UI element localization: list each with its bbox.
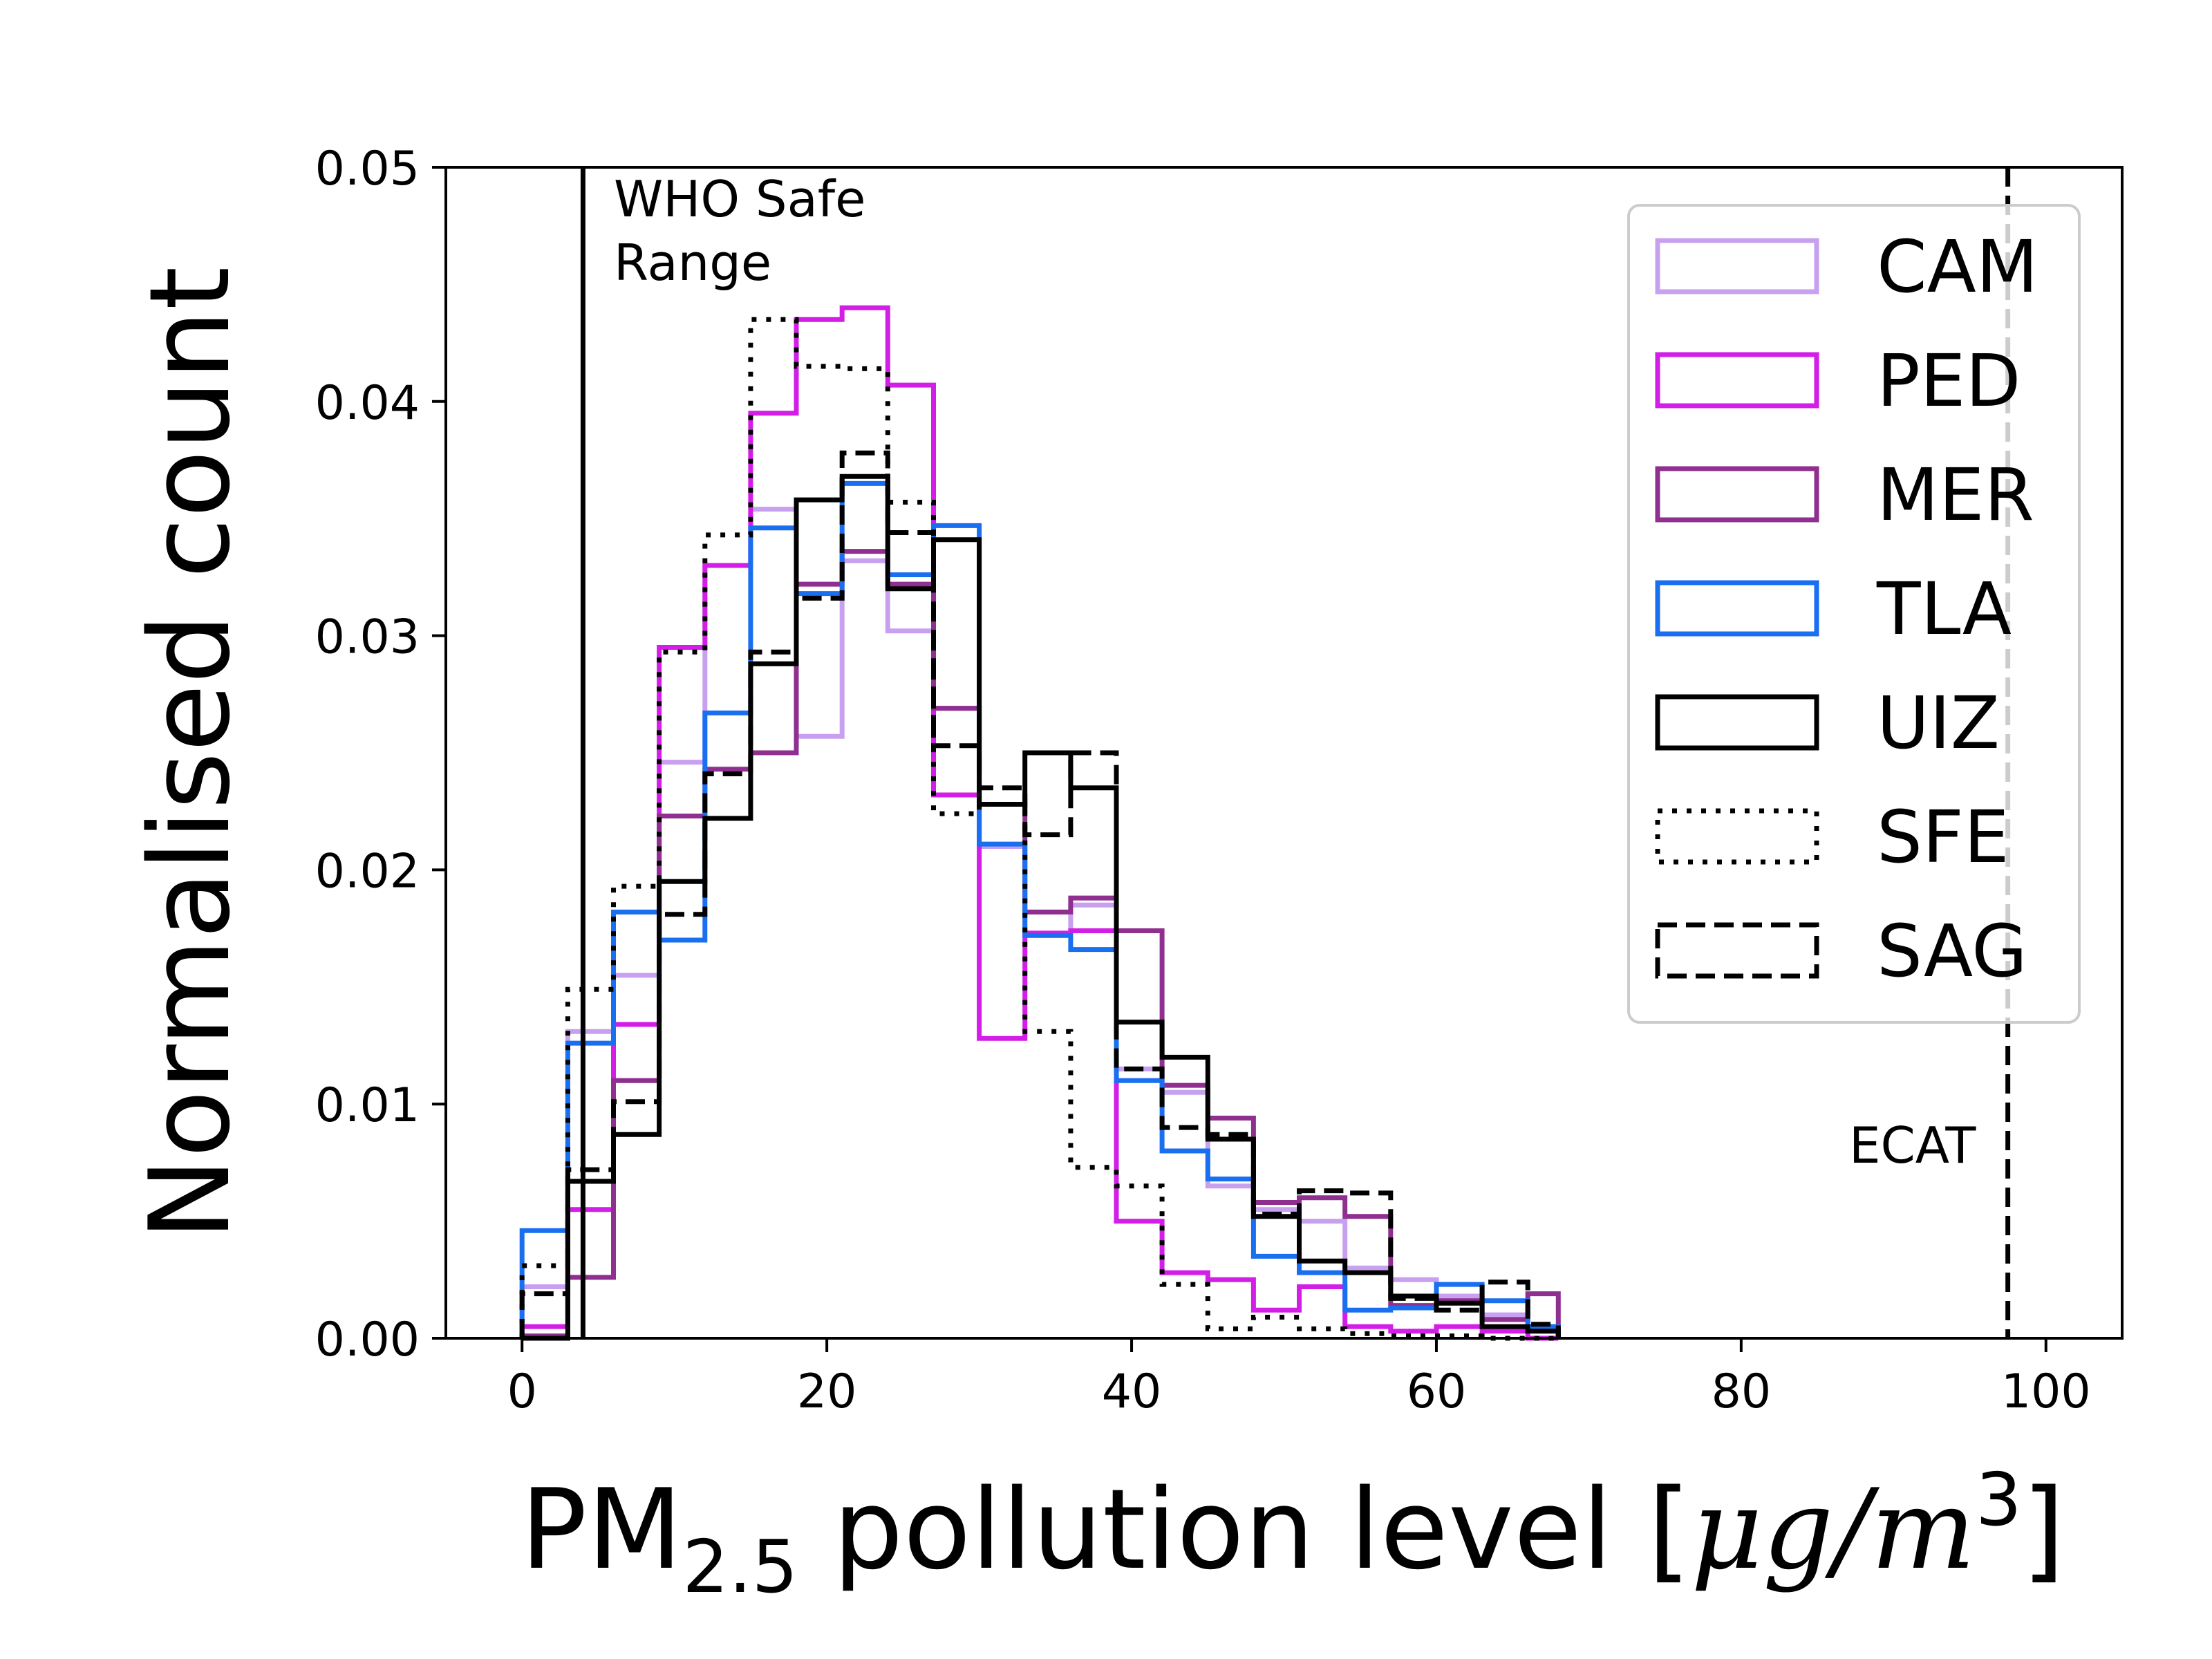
y-tick-label: 0.01 (315, 1078, 420, 1133)
legend-swatch-tla (1655, 580, 1819, 637)
legend-swatch-mer (1655, 466, 1819, 523)
x-label-main: PM (521, 1465, 683, 1594)
x-label-unit: μg/m (1691, 1465, 1976, 1594)
y-tick-label: 0.00 (315, 1313, 420, 1367)
legend-label-sfe: SFE (1877, 795, 2009, 879)
x-tick-label: 40 (1102, 1365, 1162, 1419)
legend: CAM PED MER TLA UIZ SFE SAG (1627, 204, 2081, 1024)
x-label-superscript: 3 (1976, 1458, 2022, 1542)
who-annotation-line2: Range (614, 234, 771, 292)
legend-label-mer: MER (1877, 453, 2034, 537)
legend-label-tla: TLA (1876, 567, 2012, 651)
legend-frame (1627, 204, 2081, 1024)
x-label-subscript: 2.5 (682, 1525, 798, 1609)
x-tick-label: 20 (797, 1365, 857, 1419)
legend-swatch-sag (1655, 922, 1819, 979)
x-tick-label: 80 (1712, 1365, 1772, 1419)
y-axis-ticks: 0.00 0.01 0.02 0.03 0.04 0.05 (315, 142, 446, 1367)
legend-label-sag: SAG (1877, 909, 2027, 993)
x-tick-label: 100 (2001, 1365, 2091, 1419)
legend-swatch-sfe (1655, 808, 1819, 865)
x-label-rest: pollution level [ (798, 1465, 1691, 1594)
histogram-series-tla (519, 480, 1561, 1338)
x-tick-label: 60 (1407, 1365, 1467, 1419)
legend-swatch-ped (1655, 352, 1819, 409)
y-tick-label: 0.02 (315, 844, 420, 899)
y-axis-label: Normalised count (125, 267, 254, 1241)
ecat-annotation: ECAT (1849, 1116, 1976, 1174)
histogram-series-sag (519, 450, 1561, 1338)
who-annotation-line1: WHO Safe (614, 170, 865, 228)
legend-label-uiz: UIZ (1877, 681, 2000, 765)
plot-frame (444, 166, 2124, 1340)
x-tick-label: 0 (507, 1365, 537, 1419)
legend-label-ped: PED (1877, 339, 2021, 423)
legend-label-cam: CAM (1877, 225, 2038, 309)
x-axis-ticks: 0 20 40 60 80 100 (507, 1338, 2091, 1419)
x-label-close: ] (2022, 1465, 2065, 1594)
x-axis-label: PM2.5 pollution level [μg/m3] (521, 1458, 2065, 1609)
y-tick-label: 0.04 (315, 376, 420, 431)
legend-swatch-uiz (1655, 694, 1819, 751)
y-tick-label: 0.03 (315, 610, 420, 665)
legend-swatch-cam (1655, 238, 1819, 294)
y-tick-label: 0.05 (315, 142, 420, 196)
series-layer (519, 305, 1561, 1341)
